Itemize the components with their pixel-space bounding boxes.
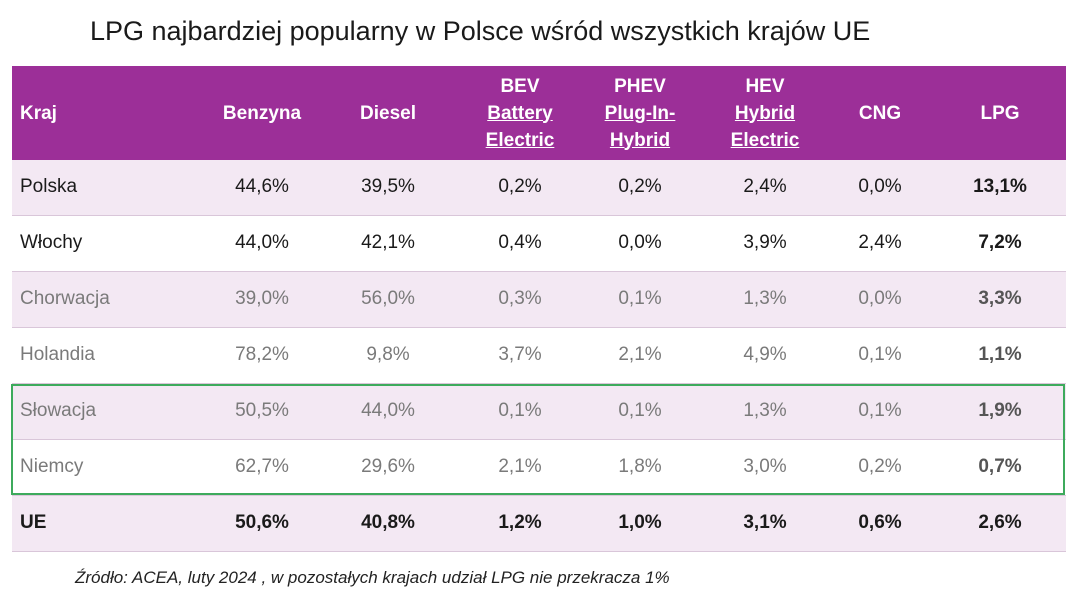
table-cell: 0,1% [498,400,542,421]
footnote: Źródło: ACEA, luty 2024 , w pozostałych … [75,568,670,587]
table-cell: 3,0% [743,456,787,477]
table-cell: Niemcy [20,456,84,477]
table-cell: 0,7% [978,456,1022,477]
header-cell: LPG [980,100,1019,127]
table-cell: 44,0% [361,400,415,421]
table-cell: Chorwacja [20,288,110,309]
table-cell: 29,6% [361,456,415,477]
header-cell: CNG [859,100,901,127]
table-cell: 42,1% [361,232,415,253]
table-cell: Włochy [20,232,83,253]
table-cell: 50,6% [235,512,289,533]
table-cell: 0,2% [858,456,902,477]
table-cell: 4,9% [743,344,787,365]
table-cell: 44,6% [235,176,289,197]
table-cell: Słowacja [20,400,97,421]
table-row: Holandia 78,2% 9,8% 3,7% 2,1% 4,9% 0,1% 1,1% [12,328,1066,384]
table-cell: 1,3% [743,400,787,421]
highlight-box [11,384,1065,495]
table-cell: 1,8% [618,456,662,477]
header-cell: Benzyna [223,100,301,127]
table-row: UE 50,6% 40,8% 1,2% 1,0% 3,1% 0,6% 2,6% [12,496,1066,552]
table-cell: Polska [20,176,78,197]
table-cell: 1,9% [978,400,1022,421]
table-cell: 0,3% [498,288,542,309]
table-cell: 2,1% [618,344,662,365]
table-cell: 0,6% [858,512,902,533]
table-cell: Holandia [20,344,95,365]
header-line: Hybrid [609,129,671,151]
table-row: Polska 44,6% 39,5% 0,2% 0,2% 2,4% 0,0% 13,1% [12,160,1066,216]
header-line: Plug-In- [604,102,676,124]
table-cell: 44,0% [235,232,289,253]
title: LPG najbardziej popularny w Polsce wśród… [90,16,871,46]
table-cell: 2,6% [978,512,1022,533]
table-cell: 0,1% [618,288,662,309]
table-cell: 0,0% [858,288,902,309]
table-cell: 0,1% [858,400,902,421]
table-cell: 9,8% [366,344,410,365]
table-cell: 39,5% [361,176,415,197]
header-cell: Diesel [360,100,416,127]
table-row: Słowacja 50,5% 44,0% 0,1% 0,1% 1,3% 0,1% 1,9% [12,384,1066,440]
header-line: Kraj [20,102,57,124]
header-line: PHEV [614,75,666,97]
header-line: Battery [487,102,553,124]
table-cell: 0,2% [498,176,542,197]
table-cell: 56,0% [361,288,415,309]
table-cell: 39,0% [235,288,289,309]
header-line: Diesel [360,102,416,124]
table-row: Chorwacja 39,0% 56,0% 0,3% 0,1% 1,3% 0,0% 3,3% [12,272,1066,328]
table-cell: 13,1% [973,176,1027,197]
header-line: HEV [745,75,785,97]
header-cell: BEV Battery Electric [486,73,555,154]
header-line: BEV [500,75,540,97]
table-cell: 3,9% [743,232,787,253]
table-header: Kraj Benzyna Diesel BEV Battery Electric PHEV P… [12,66,1066,160]
header-line: LPG [980,102,1020,124]
table-cell: 2,4% [743,176,787,197]
table-cell: 1,3% [743,288,787,309]
table-cell: 0,0% [618,232,662,253]
table-cell: 40,8% [361,512,415,533]
header-line: CNG [858,102,902,124]
header-cell: HEV Hybrid Electric [731,73,800,154]
table-cell: 0,4% [498,232,542,253]
table-cell: 3,7% [498,344,542,365]
header-line: Hybrid [734,102,796,124]
header-line: Electric [485,129,555,151]
header-cell: PHEV Plug-In- Hybrid [605,73,676,154]
table-cell: UE [20,512,47,533]
table-cell: 78,2% [235,344,289,365]
table-cell: 50,5% [235,400,289,421]
table-row: Włochy 44,0% 42,1% 0,4% 0,0% 3,9% 2,4% 7,2% [12,216,1066,272]
header-cell: Kraj [20,100,57,127]
table-cell: 1,1% [978,344,1022,365]
table-cell: 0,2% [618,176,662,197]
table-cell: 7,2% [978,232,1022,253]
table-cell: 3,3% [978,288,1022,309]
table-cell: 62,7% [235,456,289,477]
header-line: Electric [730,129,800,151]
table-cell: 0,1% [618,400,662,421]
header-line: Benzyna [222,102,302,124]
table-cell: 1,0% [618,512,662,533]
table-cell: 0,1% [858,344,902,365]
table-cell: 0,0% [858,176,902,197]
table-row: Niemcy 62,7% 29,6% 2,1% 1,8% 3,0% 0,2% 0,7% [12,440,1066,496]
table-cell: 2,4% [858,232,902,253]
table-cell: 1,2% [498,512,542,533]
table-cell: 3,1% [743,512,787,533]
table-cell: 2,1% [498,456,542,477]
